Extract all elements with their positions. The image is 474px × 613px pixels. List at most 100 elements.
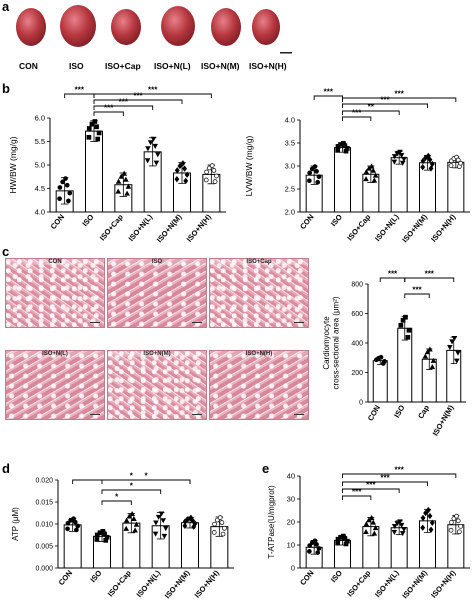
- panel-label-d: d: [2, 461, 10, 476]
- heart-label-iso-n-l: ISO+N(L): [154, 61, 191, 71]
- data-point: [382, 358, 387, 364]
- data-point: [342, 536, 348, 541]
- data-point: [307, 178, 312, 184]
- y-tick-label: 0: [359, 399, 363, 406]
- significance-bracket: [342, 495, 372, 500]
- data-point: [335, 540, 341, 546]
- data-point: [63, 176, 68, 181]
- data-point: [449, 520, 454, 525]
- heart-photos: [16, 5, 292, 54]
- significance-label: *: [144, 472, 148, 481]
- data-point: [94, 124, 99, 130]
- data-point: [203, 177, 209, 183]
- y-tick-label: 5.5: [35, 137, 45, 146]
- heart-iso-n-l: [161, 6, 195, 46]
- significance-bracket: [342, 481, 428, 486]
- data-point: [371, 177, 378, 183]
- data-points: [307, 538, 322, 555]
- data-point: [152, 143, 159, 149]
- y-tick-label: 3.0: [285, 162, 295, 171]
- significance-label: ***: [388, 270, 398, 279]
- significance-label: ***: [75, 86, 85, 95]
- heart-label-iso-cap: ISO+Cap: [105, 61, 141, 71]
- data-point: [182, 165, 187, 172]
- data-point: [133, 521, 140, 527]
- micrograph-label: ISO+N(H): [210, 351, 308, 357]
- data-point: [131, 515, 137, 521]
- data-point: [57, 185, 63, 190]
- data-point: [420, 157, 426, 165]
- data-point: [425, 152, 431, 160]
- y-axis-label-line: Cardiomyocyte: [322, 316, 331, 370]
- data-point: [158, 511, 165, 517]
- significance-bracket: [404, 277, 455, 282]
- data-point: [455, 157, 461, 163]
- y-tick-label: 10: [287, 541, 295, 550]
- data-points: [448, 154, 463, 169]
- data-point: [427, 346, 433, 352]
- data-points: [391, 149, 407, 166]
- significance-label: ***: [352, 109, 362, 118]
- data-point: [190, 517, 195, 524]
- panel-label-b: b: [2, 81, 10, 96]
- x-tick-label: ISO+Cap: [98, 212, 125, 242]
- x-tick-label: ISO+N(M): [431, 403, 456, 437]
- significance-bracket: [64, 93, 95, 98]
- significance-label: ***: [425, 270, 435, 279]
- data-point: [89, 121, 95, 127]
- x-tick-label: CON: [298, 213, 316, 232]
- micrograph-label: ISO: [108, 259, 206, 265]
- data-point: [422, 353, 429, 359]
- significance-bracket: [342, 473, 457, 478]
- y-tick-label: 2.5: [285, 185, 295, 194]
- micrograph-iso-n-h: ISO+N(H): [209, 350, 309, 420]
- data-point: [74, 527, 79, 533]
- data-point: [449, 339, 455, 345]
- data-point: [155, 514, 162, 520]
- data-point: [161, 533, 168, 539]
- data-point: [368, 514, 375, 520]
- data-point: [400, 317, 406, 323]
- data-point: [398, 153, 405, 159]
- x-tick-label: ISO+N(L): [127, 212, 155, 243]
- y-tick-label: 200: [351, 370, 363, 377]
- data-point: [342, 143, 348, 148]
- data-point: [67, 190, 73, 196]
- bar: [447, 161, 465, 213]
- data-point: [315, 179, 321, 185]
- data-point: [448, 163, 454, 168]
- micrograph-iso-cap: ISO+Cap: [209, 258, 309, 328]
- data-point: [212, 179, 218, 184]
- significance-bracket: [404, 293, 430, 298]
- data-points: [123, 510, 140, 533]
- data-point: [370, 519, 377, 525]
- data-point: [316, 174, 322, 180]
- data-point: [92, 119, 98, 124]
- data-point: [118, 173, 125, 179]
- data-point: [121, 170, 127, 176]
- data-points: [65, 516, 81, 533]
- data-points: [447, 336, 461, 364]
- significance-bracket: [93, 111, 124, 116]
- data-points: [335, 140, 350, 154]
- y-tick-label: 0: [291, 564, 295, 573]
- micrograph-label: ISO+Cap: [210, 259, 308, 265]
- data-points: [86, 119, 102, 142]
- data-point: [335, 147, 341, 153]
- panel-label-a: a: [2, 0, 10, 14]
- data-point: [153, 520, 159, 526]
- data-point: [154, 152, 161, 158]
- chart-t-atpase: 0 10 20 30 40 T-ATPase(U/mgprot) CON ISO ISO+Cap…: [267, 466, 470, 600]
- x-tick-label: ISO+N(L): [373, 568, 401, 599]
- data-point: [398, 322, 404, 328]
- x-tick-label: ISO+N(M): [163, 568, 192, 600]
- data-points: [57, 176, 73, 204]
- x-tick-label: ISO+N(L): [135, 568, 163, 599]
- data-points: [94, 529, 110, 543]
- data-point: [66, 198, 71, 204]
- significance-label: *: [130, 472, 134, 481]
- data-point: [123, 517, 130, 523]
- bar: [181, 522, 199, 569]
- x-tick-label: ISO+Cap: [345, 568, 372, 598]
- micrograph-con: CON: [5, 258, 105, 328]
